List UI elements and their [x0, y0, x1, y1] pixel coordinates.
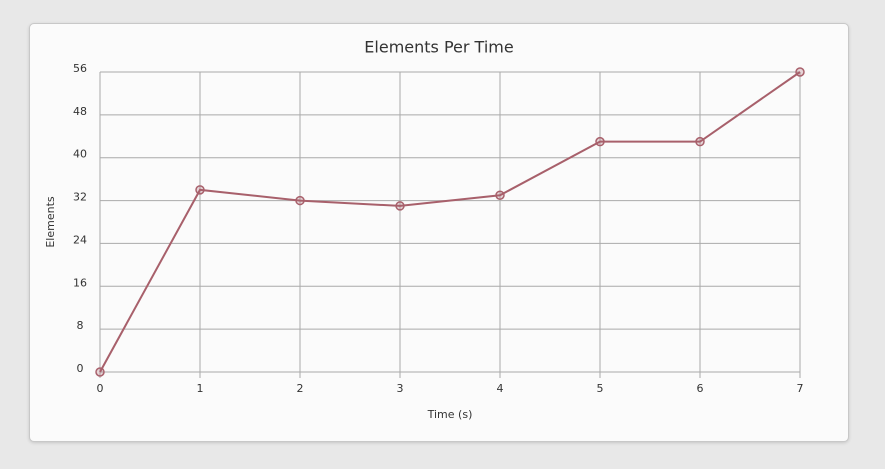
y-tick-label: 0: [77, 362, 84, 375]
data-point: [195, 185, 205, 195]
data-point: [695, 136, 705, 147]
y-tick-label: 16: [73, 276, 87, 289]
data-line: [99, 71, 801, 373]
x-tick-label: 3: [397, 382, 404, 395]
data-point: [795, 67, 805, 77]
x-tick-label: 0: [97, 382, 104, 395]
y-tick-label: 32: [73, 191, 87, 204]
y-tick-label: 40: [73, 148, 87, 161]
y-axis-label: Elements: [44, 196, 57, 248]
x-tick-label: 6: [697, 382, 704, 395]
y-tick-label: 24: [73, 233, 87, 246]
y-tick-label: 48: [73, 105, 87, 118]
y-tick-label: 8: [77, 319, 84, 332]
data-point: [95, 367, 105, 377]
x-tick-label: 1: [197, 382, 204, 395]
x-axis-label: Time (s): [427, 408, 473, 421]
x-tick-label: 7: [797, 382, 804, 395]
chart-title: Elements Per Time: [364, 38, 513, 57]
x-tick-label: 4: [497, 382, 504, 395]
y-tick-label: 56: [73, 62, 87, 75]
data-point: [395, 201, 405, 211]
x-tick-label: 5: [597, 382, 604, 395]
data-point: [495, 190, 505, 200]
data-point: [295, 195, 305, 206]
data-point: [595, 136, 605, 147]
x-tick-label: 2: [297, 382, 304, 395]
